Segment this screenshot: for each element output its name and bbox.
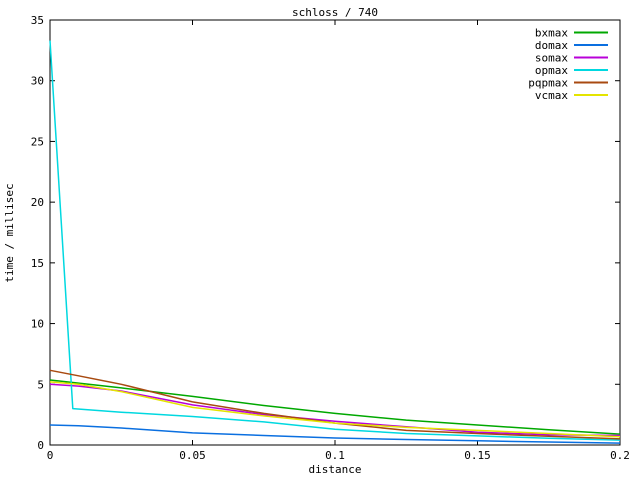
y-tick-label: 30 — [31, 75, 44, 88]
x-tick-label: 0.1 — [325, 449, 345, 462]
x-axis-label: distance — [309, 463, 362, 476]
axis-tick-labels: 0 0.05 0.1 0.15 0.2 0 5 10 15 20 25 30 35 — [31, 14, 630, 462]
series-line-vcmax — [49, 381, 621, 438]
legend-label-vcmax: vcmax — [535, 89, 568, 102]
series-line-opmax — [49, 40, 621, 441]
series-line-pqpmax — [49, 369, 621, 440]
x-tick-label: 0.2 — [610, 449, 630, 462]
x-tick-label: 0 — [47, 449, 54, 462]
y-tick-label: 0 — [37, 439, 44, 452]
x-tick-label: 0.05 — [179, 449, 206, 462]
y-tick-label: 15 — [31, 257, 44, 270]
series-line-somax — [49, 383, 621, 437]
y-axis-label: time / millisec — [3, 183, 16, 282]
y-tick-label: 5 — [37, 378, 44, 391]
y-tick-label: 10 — [31, 318, 44, 331]
legend-label-opmax: opmax — [535, 64, 568, 77]
series-line-domax — [49, 424, 621, 444]
chart-title: schloss / 740 — [292, 6, 378, 19]
y-tick-label: 25 — [31, 135, 44, 148]
legend-label-pqpmax: pqpmax — [528, 77, 568, 90]
y-tick-label: 20 — [31, 196, 44, 209]
legend-label-domax: domax — [535, 39, 568, 52]
data-series-lines — [49, 40, 621, 444]
series-line-bxmax — [49, 379, 621, 435]
legend-label-bxmax: bxmax — [535, 27, 568, 40]
legend-label-somax: somax — [535, 52, 568, 65]
x-tick-label: 0.15 — [464, 449, 491, 462]
y-tick-label: 35 — [31, 14, 44, 27]
